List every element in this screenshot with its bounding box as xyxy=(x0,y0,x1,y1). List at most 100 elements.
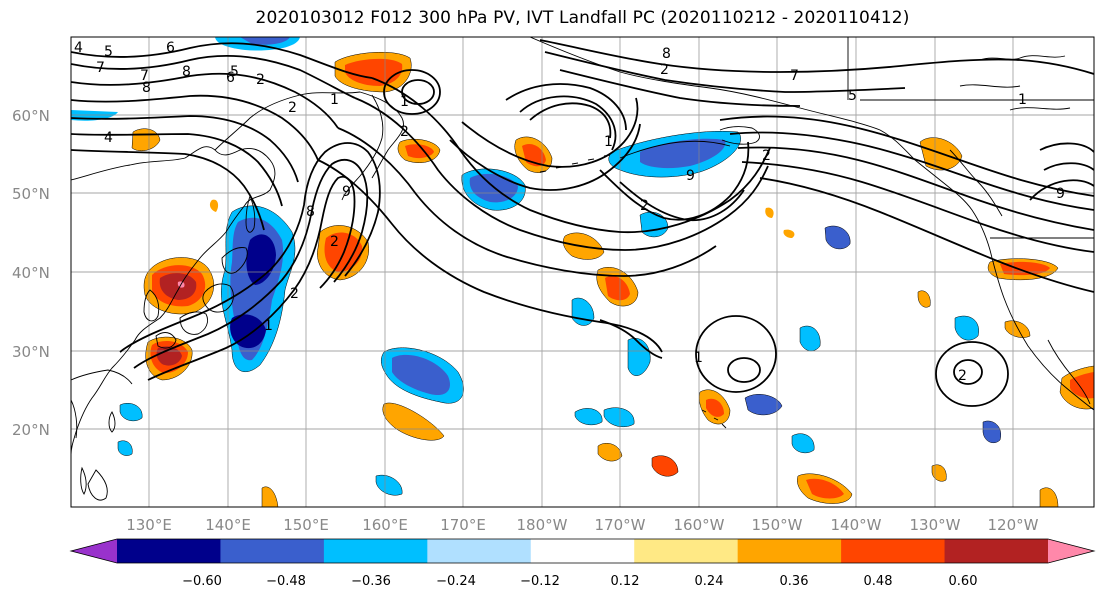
negative-anomaly-tropics-9 xyxy=(982,420,1002,443)
negative-anomaly-tropics-13 xyxy=(119,402,143,422)
negative-anomaly-japan-4 xyxy=(230,314,266,349)
lon-label: 120°W xyxy=(988,516,1039,534)
map-title: 2020103012 F012 300 hPa PV, IVT Landfall… xyxy=(255,8,910,28)
positive-anomaly-south-6 xyxy=(261,486,279,507)
contour-labels: 4 5 7 8 6 4 5 8 7 2 1 6 2 1 9 8 2 1 2 2 … xyxy=(74,40,1065,384)
positive-anomaly-north-2 xyxy=(345,58,403,86)
lon-label: 170°W xyxy=(595,516,646,534)
positive-anomaly-east-1 xyxy=(917,290,931,308)
contour-label: 1 xyxy=(604,134,613,150)
contour-label: 7 xyxy=(96,60,105,76)
contour-label: 2 xyxy=(958,368,967,384)
contour-label: 6 xyxy=(226,70,235,86)
colorbar-tick-label: 0.48 xyxy=(864,574,893,589)
contour-label: 1 xyxy=(330,92,339,108)
colorbar-tick-labels: −0.60 −0.48 −0.36 −0.24 −0.12 0.12 0.24 … xyxy=(182,574,977,589)
lat-label: 50°N xyxy=(12,185,50,203)
colorbar-tick-label: 0.24 xyxy=(695,574,724,589)
lon-label: 180°W xyxy=(517,516,568,534)
contour-label: 4 xyxy=(104,130,113,146)
negative-anomaly-tropics-8 xyxy=(954,315,979,341)
lat-label: 40°N xyxy=(12,264,50,282)
positive-anomaly-south-7 xyxy=(1039,487,1059,507)
longitude-labels: 130°E 140°E 150°E 160°E 170°E 180°W 170°… xyxy=(126,516,1038,534)
colorbar-segment xyxy=(841,539,946,563)
colorbar-segment xyxy=(737,539,842,563)
negative-anomaly-tropics-11 xyxy=(603,407,635,427)
colorbar-tick-label: −0.36 xyxy=(351,574,391,589)
positive-anomaly-dot-1 xyxy=(765,207,774,218)
positive-anomaly-east-4 xyxy=(931,464,947,482)
colorbar-segment xyxy=(634,539,739,563)
lat-label: 60°N xyxy=(12,107,50,125)
graticule xyxy=(71,37,1094,507)
colorbar-tick-label: 0.60 xyxy=(949,574,978,589)
plot-area: 4 5 7 8 6 4 5 8 7 2 1 6 2 1 9 8 2 1 2 2 … xyxy=(71,37,1094,507)
negative-anomaly-tropics-12 xyxy=(791,433,815,454)
negative-anomaly-tropics-7 xyxy=(824,225,851,250)
lon-label: 130°W xyxy=(910,516,961,534)
negative-anomaly-tropics-2 xyxy=(392,354,450,396)
lon-label: 160°E xyxy=(362,516,408,534)
colorbar-segment xyxy=(323,539,428,563)
colorbar-segment xyxy=(117,539,221,563)
contour-label: 2 xyxy=(256,72,265,88)
positive-anomaly-dot-3 xyxy=(209,199,219,212)
colorbar-tick-label: 0.12 xyxy=(611,574,640,589)
colorbar-segment xyxy=(530,539,635,563)
lon-label: 130°E xyxy=(126,516,172,534)
positive-anomaly-south-2 xyxy=(806,478,844,499)
latitude-labels: 60°N 50°N 40°N 30°N 20°N xyxy=(12,107,50,439)
colorbar-tick-label: 0.36 xyxy=(780,574,809,589)
contour-label: 2 xyxy=(330,234,339,250)
contour-label: 2 xyxy=(288,100,297,116)
negative-anomaly-tropics-14 xyxy=(117,440,133,456)
contour-label: 5 xyxy=(848,88,857,104)
positive-anomaly-korea-3 xyxy=(159,273,197,300)
lat-label: 30°N xyxy=(12,343,50,361)
positive-anomaly-south-5 xyxy=(651,455,679,477)
colorbar-tick-label: −0.24 xyxy=(436,574,476,589)
contour-label: 9 xyxy=(1056,186,1065,202)
positive-anomaly-dot-2 xyxy=(783,229,795,238)
lon-label: 150°W xyxy=(752,516,803,534)
colorbar-segment xyxy=(427,539,532,563)
lon-label: 170°E xyxy=(440,516,486,534)
contour-label: 1 xyxy=(694,350,703,366)
contour-label: 2 xyxy=(400,124,409,140)
contour-label: 2 xyxy=(762,148,771,164)
contour-label: 2 xyxy=(660,62,669,78)
lon-label: 150°E xyxy=(283,516,329,534)
contour-label: 2 xyxy=(290,286,299,302)
colorbar xyxy=(69,538,1096,564)
contour-label: 1 xyxy=(400,94,409,110)
contour-label: 8 xyxy=(182,64,191,80)
contour-label: 5 xyxy=(230,64,239,80)
negative-anomaly-aleutian-2 xyxy=(640,138,726,169)
contour-label: 7 xyxy=(140,68,149,84)
positive-anomaly-south-4 xyxy=(597,443,623,462)
colorbar-tick-label: −0.60 xyxy=(182,574,222,589)
contour-label: 2 xyxy=(640,198,649,214)
negative-anomaly-tropics-6 xyxy=(799,325,821,352)
contour-label: 1 xyxy=(264,318,273,334)
negative-anomaly-north-top-2 xyxy=(240,37,290,45)
lon-label: 160°W xyxy=(674,516,725,534)
contour-label: 8 xyxy=(142,80,151,96)
contour-label: 1 xyxy=(1018,92,1027,108)
contour-label: 9 xyxy=(342,184,351,200)
colorbar-segment xyxy=(944,539,1049,563)
colorbar-extension-low xyxy=(71,539,117,563)
colorbar-extension-high xyxy=(1048,539,1094,563)
positive-anomaly-hawaii-2 xyxy=(706,398,724,417)
lon-label: 140°E xyxy=(205,516,251,534)
pv-contours xyxy=(71,39,1094,407)
lon-label: 140°W xyxy=(831,516,882,534)
negative-anomaly-tropics-5 xyxy=(744,394,783,416)
positive-anomaly-east-2 xyxy=(1004,320,1031,338)
negative-anomaly-tropics-15 xyxy=(375,474,403,496)
contour-label: 8 xyxy=(662,46,671,62)
contour-label: 8 xyxy=(306,204,315,220)
positive-anomaly-170w-3 xyxy=(605,275,630,301)
colorbar-tick-label: −0.12 xyxy=(520,574,560,589)
